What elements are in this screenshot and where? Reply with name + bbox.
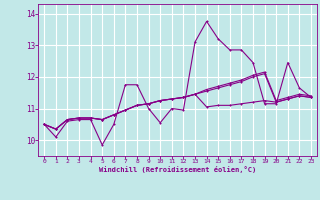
X-axis label: Windchill (Refroidissement éolien,°C): Windchill (Refroidissement éolien,°C) [99,166,256,173]
